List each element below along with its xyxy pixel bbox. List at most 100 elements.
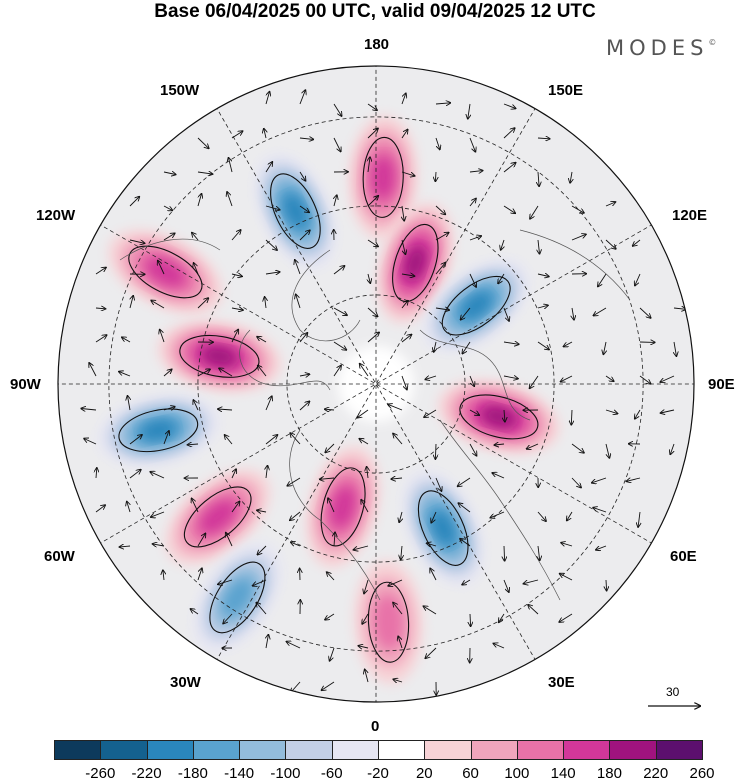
wind-vector [265,239,277,250]
wind-vector [325,409,335,410]
wind-vector [635,409,641,419]
wind-vector [231,230,241,241]
wind-vector [528,605,539,615]
meridian [208,94,544,674]
lon-label-120e: 120E [672,207,708,224]
wind-vector [333,266,345,275]
wind-vector [561,543,573,546]
anomaly-contour [283,194,307,228]
wind-vector [633,239,641,246]
wind-vector [427,543,437,546]
wind-vector [163,369,172,377]
wind-vector [469,171,483,172]
wind-vector [469,137,475,152]
wind-vector [367,307,378,316]
wind-vector [435,103,450,104]
height-contour [270,173,321,249]
height-contour [128,245,203,299]
wind-vector [265,297,266,309]
graticule [58,66,694,702]
wind-vector [129,435,142,445]
wind-vector [361,500,369,513]
wind-vector [127,502,130,513]
wind-vector [299,138,313,139]
wind-vector [430,569,437,581]
wind-vector [605,239,616,249]
wind-vector [469,375,474,386]
wind-vector [333,366,341,377]
lon-label-150w: 150W [160,82,200,99]
wind-vector [151,301,165,309]
wind-vector [84,439,97,445]
wind-vector [402,205,404,221]
wind-vector [593,508,607,513]
colorbar-swatch [516,740,565,760]
wind-vector [226,533,233,547]
wind-vector [425,647,437,658]
wind-vector [572,307,574,320]
colorbar-tick-label: -20 [367,765,389,782]
wind-vector [435,263,446,275]
wind-vector [537,274,549,277]
wind-vector [594,307,607,316]
wind-vector [504,545,505,561]
height-contour [441,275,511,336]
wind-vector [231,469,236,479]
wind-vector [325,443,335,452]
anomaly-contour [404,245,427,281]
wind-vector [499,613,505,622]
wind-vector [231,330,238,343]
wind-vector [188,444,199,445]
height-contour [209,561,266,634]
wind-vector [564,341,573,347]
anomaly-pos-80e [438,380,560,454]
colorbar-tick-label: -260 [85,765,116,782]
wind-vector [287,642,301,649]
wind-vector [266,635,268,649]
wind-vector [570,171,572,183]
wind-vector [560,574,573,581]
wind-vector [367,196,378,207]
brand-mark: © [708,38,717,47]
wind-vector [95,308,105,309]
lon-label-30e: 30E [548,674,575,691]
wind-vector [605,443,609,458]
wind-vector [96,468,97,479]
colorbar-swatch [424,740,472,760]
wind-vector [368,273,370,283]
wind-vector [606,579,607,591]
wind-vector [95,505,105,513]
lon-label-bottom: 0 [371,718,380,735]
height-contour [392,223,439,303]
anomaly-pos-50w [165,469,270,565]
wind-vector [469,443,477,456]
height-contour [320,467,366,547]
wind-vector [435,308,449,310]
colorbar-tick-label: 20 [415,765,433,782]
wind-vector [334,195,337,207]
wind-vector [605,375,614,381]
wind-vector [503,376,518,379]
wind-vector [401,335,411,343]
wind-vector [592,477,607,483]
wind-vector [256,603,267,615]
wind-vector [674,341,676,356]
wind-vector [494,444,505,445]
wind-vector [129,197,139,207]
wind-vector [401,301,408,309]
anomaly-pos-5e [354,560,423,685]
wind-vector [357,409,369,418]
wind-vector [435,205,445,214]
colorbar-swatch [54,740,102,760]
wind-vector [265,162,272,173]
wind-vector [469,236,481,241]
wind-vector [257,337,267,343]
height-contour [367,581,410,663]
wind-vector [435,137,440,149]
wind-vector [527,443,539,449]
anomaly-contour [371,155,396,199]
meridian [208,94,544,674]
wind-vector [401,130,408,139]
colorbar-swatch [470,740,518,760]
modes-logo: MODES© [606,36,716,60]
